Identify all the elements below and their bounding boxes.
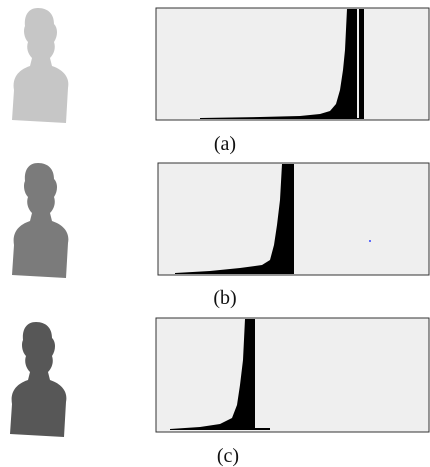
histogram-frame (156, 318, 429, 432)
panel-label: (c) (217, 445, 239, 467)
depth-image (12, 8, 68, 123)
figure: (a) (b) (c) (0, 0, 430, 467)
dot (369, 240, 371, 242)
panel-label: (a) (214, 133, 236, 155)
histogram-frame (156, 8, 429, 120)
panel-label: (b) (213, 287, 236, 309)
depth-image (10, 322, 66, 437)
depth-image (12, 163, 68, 278)
